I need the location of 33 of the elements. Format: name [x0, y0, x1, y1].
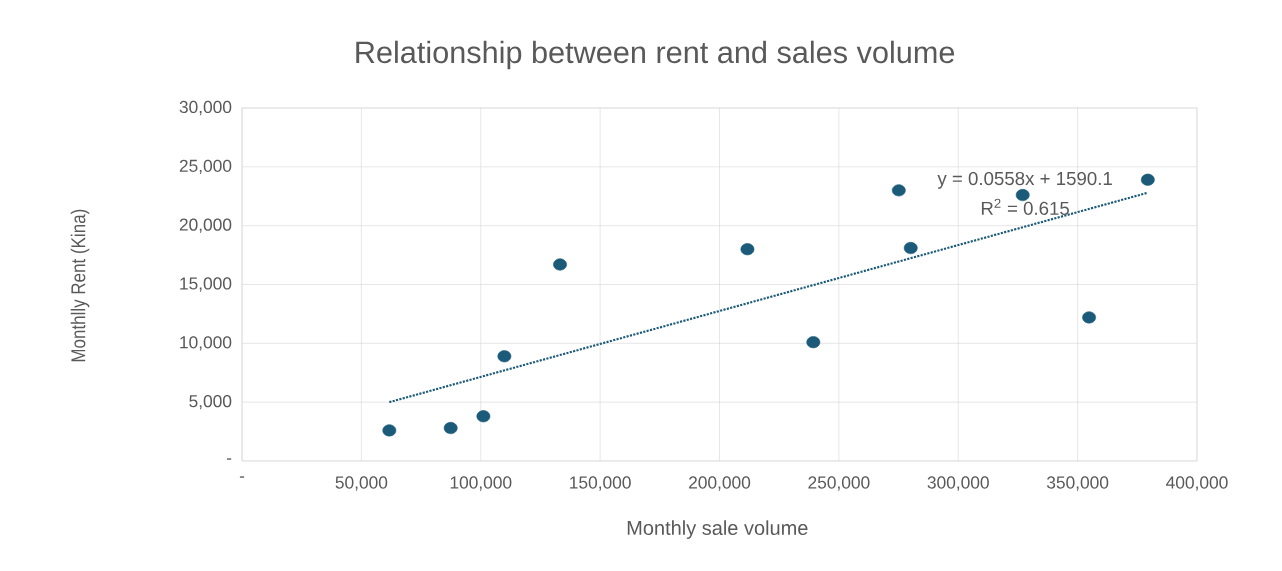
x-axis-title: Monthly sale volume — [627, 520, 808, 539]
annotation: y = 0.0558x + 1590.1 — [937, 171, 1112, 189]
point — [891, 184, 906, 197]
x-tick-label: 200,000 — [689, 476, 751, 491]
y-tick-label: - — [226, 458, 232, 460]
x-tick-label: 400,000 — [1166, 476, 1228, 491]
point — [497, 350, 512, 363]
x-tick-label: - — [239, 476, 245, 478]
x-tick-label: 250,000 — [808, 476, 870, 491]
x-tick-label: 300,000 — [927, 476, 989, 491]
point — [553, 258, 567, 271]
point — [382, 424, 397, 437]
point — [476, 410, 491, 423]
x-tick-label: 350,000 — [1046, 476, 1109, 491]
y-tick-label: 15,000 — [180, 277, 232, 292]
y-tick-label: 20,000 — [179, 218, 232, 233]
y-tick-label: 25,000 — [179, 159, 232, 174]
point — [1082, 311, 1096, 324]
point — [1140, 173, 1155, 186]
y-tick-label: 5,000 — [189, 394, 232, 410]
point — [740, 243, 755, 256]
chart-title: Relationship between rent and sales volume — [356, 40, 955, 70]
x-tick-label: 150,000 — [570, 476, 631, 491]
x-tick-label: 50,000 — [335, 476, 388, 491]
y-axis-title: Monthlly Rent (Kina) — [70, 209, 90, 362]
point — [1015, 189, 1030, 202]
point — [443, 422, 458, 435]
point — [806, 336, 821, 349]
x-tick-label: 100,000 — [450, 476, 512, 491]
point — [903, 242, 918, 255]
y-tick-label: 30,000 — [179, 100, 232, 116]
y-tick-label: 10,000 — [180, 336, 232, 351]
annotation: R$^{2}$ = 0.615 — [981, 198, 1069, 215]
